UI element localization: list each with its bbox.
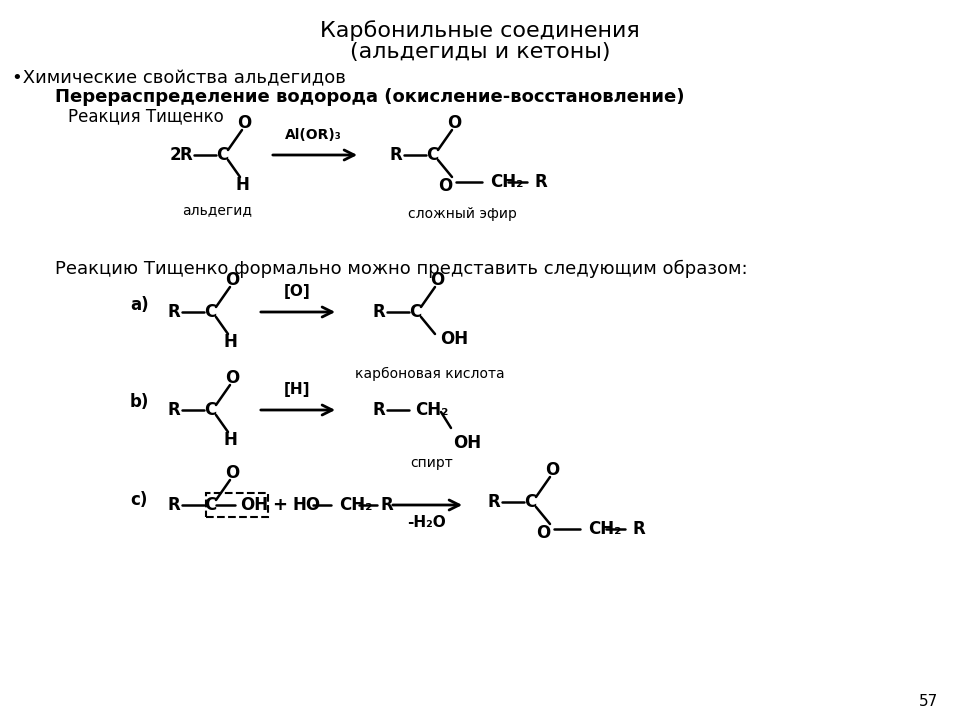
Text: HO: HO <box>293 496 322 514</box>
Text: Реакцию Тищенко формально можно представить следующим образом:: Реакцию Тищенко формально можно представ… <box>55 260 748 278</box>
Text: a): a) <box>130 296 149 314</box>
Text: C: C <box>204 401 216 419</box>
Text: R: R <box>535 173 548 191</box>
Text: R: R <box>390 146 402 164</box>
Text: 2: 2 <box>169 146 180 164</box>
Text: Карбонильные соединения: Карбонильные соединения <box>320 20 640 41</box>
Text: Реакция Тищенко: Реакция Тищенко <box>68 107 224 125</box>
Text: O: O <box>536 524 550 542</box>
Text: спирт: спирт <box>410 456 453 470</box>
Text: OH: OH <box>453 434 481 452</box>
Text: R: R <box>633 520 646 538</box>
Text: H: H <box>223 333 237 351</box>
Text: R: R <box>180 146 192 164</box>
Text: O: O <box>225 464 239 482</box>
Text: CH₂: CH₂ <box>490 173 523 191</box>
Text: CH₂: CH₂ <box>415 401 448 419</box>
Text: +: + <box>273 496 287 514</box>
Text: CH₂: CH₂ <box>588 520 621 538</box>
Text: C: C <box>409 303 421 321</box>
Text: C: C <box>426 146 438 164</box>
Text: R: R <box>488 493 500 511</box>
Text: C: C <box>524 493 536 511</box>
Text: (альдегиды и кетоны): (альдегиды и кетоны) <box>349 42 611 62</box>
Text: O: O <box>430 271 444 289</box>
Text: OH: OH <box>440 330 468 348</box>
Text: R: R <box>168 496 180 514</box>
Text: O: O <box>225 271 239 289</box>
Text: Перераспределение водорода (окисление-восстановление): Перераспределение водорода (окисление-во… <box>55 88 684 106</box>
Text: O: O <box>225 369 239 387</box>
Text: карбоновая кислота: карбоновая кислота <box>355 367 505 381</box>
Text: b): b) <box>130 393 150 411</box>
Text: OH: OH <box>240 496 268 514</box>
Text: [H]: [H] <box>284 382 310 397</box>
Text: O: O <box>545 461 559 479</box>
Text: c): c) <box>130 491 148 509</box>
Text: O: O <box>237 114 252 132</box>
Text: 57: 57 <box>919 695 938 709</box>
Text: O: O <box>438 177 452 195</box>
Text: CH₂: CH₂ <box>339 496 372 514</box>
Text: C: C <box>216 146 228 164</box>
Text: •Химические свойства альдегидов: •Химические свойства альдегидов <box>12 69 346 87</box>
Text: [O]: [O] <box>283 284 310 299</box>
Text: R: R <box>381 496 394 514</box>
Text: H: H <box>235 176 249 194</box>
Text: O: O <box>446 114 461 132</box>
Text: -H₂O: -H₂O <box>408 515 446 530</box>
Text: R: R <box>372 401 385 419</box>
Text: C: C <box>204 303 216 321</box>
Text: R: R <box>372 303 385 321</box>
Bar <box>206 493 268 517</box>
Text: Al(OR)₃: Al(OR)₃ <box>284 128 342 142</box>
Text: H: H <box>223 431 237 449</box>
Text: C: C <box>204 496 216 514</box>
Text: сложный эфир: сложный эфир <box>408 207 516 221</box>
Text: альдегид: альдегид <box>182 203 252 217</box>
Text: R: R <box>168 303 180 321</box>
Text: R: R <box>168 401 180 419</box>
